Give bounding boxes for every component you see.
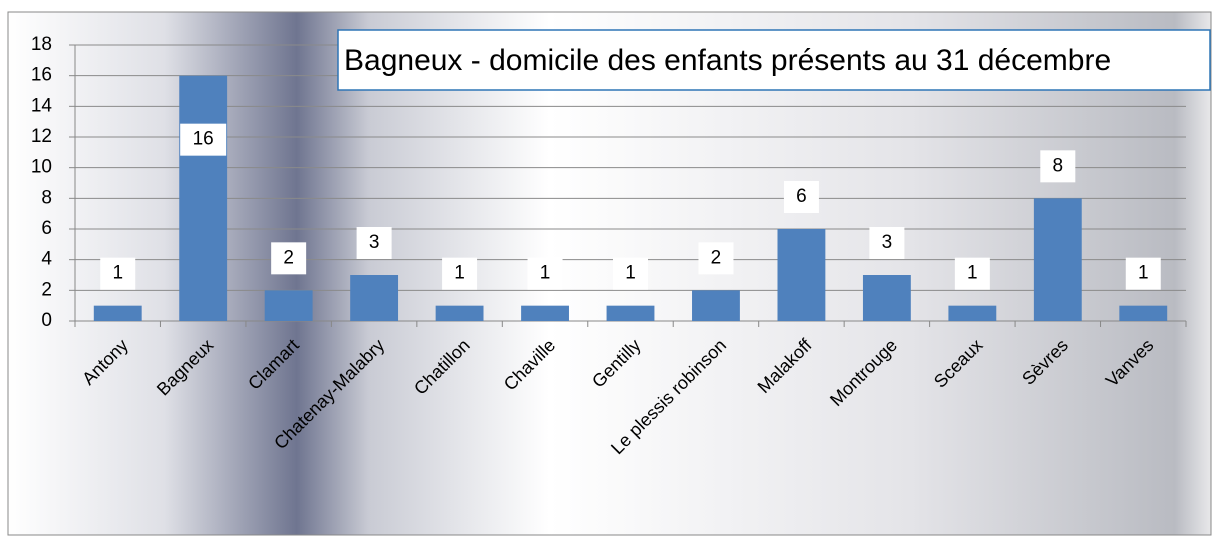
bar: [948, 305, 997, 321]
data-label: 3: [369, 232, 380, 253]
data-label: 1: [540, 263, 551, 284]
data-label: 6: [796, 186, 807, 207]
data-label-box: [1125, 257, 1161, 290]
y-tick-label: 10: [31, 157, 52, 178]
data-label: 8: [1053, 155, 1064, 176]
data-label-box: [356, 227, 392, 259]
data-label-box: [783, 181, 819, 213]
data-label-box: [1040, 150, 1076, 183]
data-label: 2: [283, 247, 294, 268]
data-label-box: [180, 123, 227, 156]
data-label: 1: [967, 263, 978, 284]
bar: [862, 275, 911, 321]
y-tick-label: 12: [31, 126, 52, 147]
data-label-box: [869, 227, 905, 259]
data-label: 1: [625, 263, 636, 284]
bar: [521, 305, 569, 321]
bar: [1033, 198, 1082, 321]
y-tick-label: 8: [41, 187, 52, 208]
bar: [264, 290, 313, 321]
chart-title: Bagneux - domicile des enfants présents …: [344, 44, 1111, 77]
data-label: 1: [1138, 263, 1149, 284]
bar: [692, 290, 740, 321]
data-label-box: [954, 257, 990, 290]
y-tick-label: 18: [31, 34, 52, 55]
data-label-box: [100, 257, 136, 290]
title-box: [337, 29, 1211, 91]
data-label-box: [613, 257, 648, 290]
y-tick-label: 0: [41, 310, 52, 331]
bar: [179, 75, 228, 322]
data-label-box: [271, 242, 307, 275]
data-label: 1: [454, 263, 465, 284]
y-tick-label: 2: [41, 279, 52, 300]
bar: [777, 229, 826, 321]
data-label-box: [527, 257, 563, 290]
y-tick-label: 4: [41, 249, 52, 270]
y-tick-label: 14: [31, 95, 53, 116]
bar: [435, 305, 484, 321]
bar: [606, 305, 655, 321]
bar: [350, 275, 399, 321]
y-tick-label: 6: [41, 218, 52, 239]
data-label: 16: [193, 129, 214, 150]
bar: [93, 305, 142, 321]
bar: [1119, 305, 1168, 321]
data-label: 3: [882, 232, 893, 253]
data-label: 2: [711, 247, 722, 268]
data-label-box: [698, 242, 734, 275]
data-label-box: [442, 257, 478, 290]
y-tick-label: 16: [31, 65, 52, 86]
data-label: 1: [112, 263, 123, 284]
